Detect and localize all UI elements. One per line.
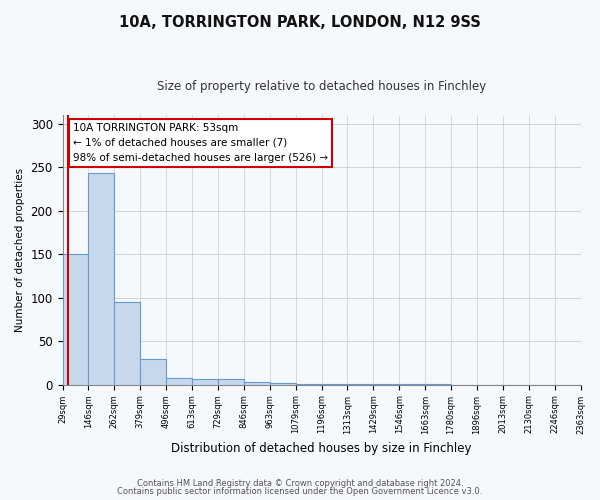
Bar	[192, 378, 218, 384]
Text: 10A TORRINGTON PARK: 53sqm
← 1% of detached houses are smaller (7)
98% of semi-d: 10A TORRINGTON PARK: 53sqm ← 1% of detac…	[73, 123, 328, 162]
Text: 10A, TORRINGTON PARK, LONDON, N12 9SS: 10A, TORRINGTON PARK, LONDON, N12 9SS	[119, 15, 481, 30]
Bar	[140, 358, 166, 384]
Text: Contains public sector information licensed under the Open Government Licence v3: Contains public sector information licen…	[118, 487, 482, 496]
Bar	[88, 174, 115, 384]
Text: Contains HM Land Registry data © Crown copyright and database right 2024.: Contains HM Land Registry data © Crown c…	[137, 478, 463, 488]
X-axis label: Distribution of detached houses by size in Finchley: Distribution of detached houses by size …	[171, 442, 472, 455]
Bar	[270, 383, 296, 384]
Bar	[244, 382, 270, 384]
Y-axis label: Number of detached properties: Number of detached properties	[15, 168, 25, 332]
Title: Size of property relative to detached houses in Finchley: Size of property relative to detached ho…	[157, 80, 486, 93]
Bar	[62, 254, 88, 384]
Bar	[218, 380, 244, 384]
Bar	[166, 378, 192, 384]
Bar	[115, 302, 140, 384]
